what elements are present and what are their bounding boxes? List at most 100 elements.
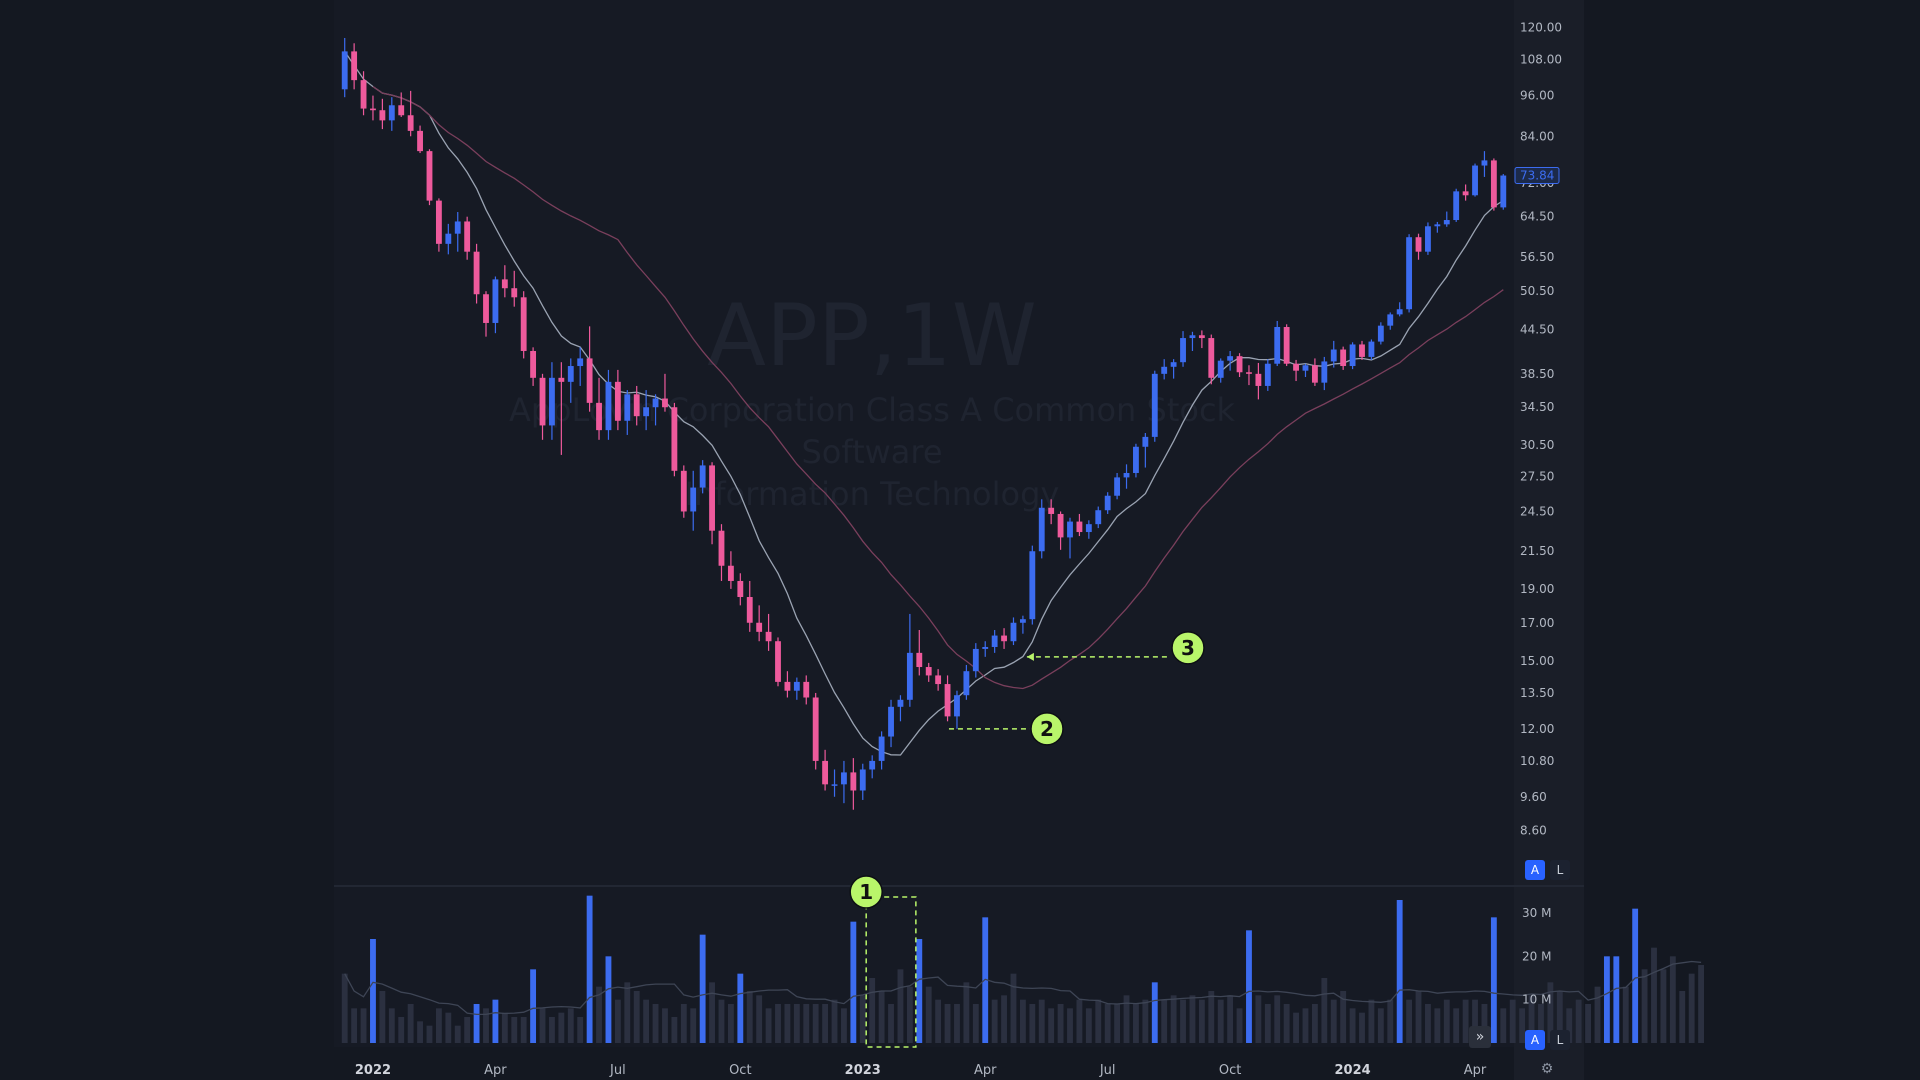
volume-bar <box>1095 999 1102 1043</box>
annotation-1-box <box>865 896 917 1048</box>
candle-body <box>1500 175 1507 208</box>
candle-body <box>1311 365 1318 383</box>
candle-body <box>652 398 659 408</box>
candle-body <box>850 772 857 791</box>
candle-body <box>1085 524 1092 533</box>
candle-body <box>1180 338 1186 363</box>
volume-bar <box>812 1004 819 1043</box>
price-tick-label: 8.60 <box>1520 823 1547 837</box>
candle-body <box>699 465 706 488</box>
volume-bar <box>511 1017 518 1043</box>
candle-body <box>746 597 753 623</box>
time-axis: 2022 Apr Jul Oct 2023 Apr Jul Oct 2024 Apr <box>355 1063 1487 1078</box>
volume-bar <box>1151 982 1158 1043</box>
annotation-3-badge <box>1171 631 1205 665</box>
volume-bar <box>1688 973 1695 1043</box>
volume-bar <box>765 1008 772 1043</box>
auto-scale-button[interactable]: A <box>1525 860 1545 880</box>
candle-body <box>370 108 376 111</box>
candle-body <box>1368 341 1375 357</box>
volume-bar <box>1067 1008 1073 1043</box>
annotation-3-label: 3 <box>1181 636 1195 660</box>
volume-bar <box>1575 999 1582 1043</box>
price-tick-label: 17.00 <box>1520 616 1554 630</box>
volume-bar <box>935 999 942 1043</box>
candle-body <box>991 635 998 647</box>
candle-body <box>1406 237 1413 310</box>
candle-body <box>360 80 367 109</box>
candle-body <box>944 684 951 717</box>
time-tick-label: 2022 <box>355 1063 391 1078</box>
candle-body <box>605 381 612 431</box>
price-tick-label: 84.00 <box>1520 129 1554 143</box>
candle-body <box>1189 335 1196 339</box>
candle-body <box>1349 344 1356 367</box>
volume-bar <box>1321 978 1328 1043</box>
annotation-3-arrowhead <box>1026 652 1034 661</box>
volume-bar <box>1330 999 1337 1043</box>
candle-body <box>1217 360 1224 378</box>
candle-body <box>765 631 772 642</box>
double-chevron-right-icon[interactable]: » <box>1469 1026 1491 1048</box>
volume-bar <box>379 991 386 1043</box>
price-tick-label: 64.50 <box>1520 210 1554 224</box>
watermark-symbol: APP,1W <box>707 286 1037 386</box>
candle-body <box>1076 521 1083 533</box>
candle-body <box>690 487 697 512</box>
candle-body <box>558 377 565 382</box>
price-tick-label: 108.00 <box>1520 53 1562 67</box>
candle-body <box>1198 335 1205 339</box>
volume-bar <box>567 1008 574 1043</box>
candle-body <box>1255 373 1262 386</box>
volume-bar <box>1528 995 1535 1043</box>
volume-bar <box>1387 999 1394 1043</box>
volume-bar <box>351 1008 358 1043</box>
log-scale-button[interactable]: L <box>1550 860 1570 880</box>
volume-bar <box>793 1004 800 1043</box>
candle-body <box>1340 349 1347 367</box>
volume-bar <box>501 1012 508 1043</box>
volume-bar <box>530 969 537 1043</box>
candle-body <box>1396 309 1403 315</box>
volume-bar <box>1161 999 1168 1043</box>
volume-bar <box>925 986 932 1043</box>
candle-body <box>643 407 650 417</box>
volume-bar <box>1622 986 1629 1043</box>
annotations: 1 2 3 <box>849 631 1205 1048</box>
candle-body <box>1001 635 1007 642</box>
time-tick-label: Jul <box>609 1063 626 1078</box>
candle-body <box>972 648 979 672</box>
candle-body <box>501 279 508 289</box>
candle-body <box>549 377 555 426</box>
volume-bar <box>1377 1008 1384 1043</box>
candle-body <box>727 565 734 581</box>
volume-log-scale-button[interactable]: L <box>1550 1030 1570 1050</box>
candle-body <box>756 622 763 632</box>
volume-bar <box>360 1008 367 1043</box>
volume-auto-scale-button[interactable]: A <box>1525 1030 1545 1050</box>
volume-bar <box>1057 1004 1064 1043</box>
annotation-2-label: 2 <box>1040 717 1054 741</box>
volume-bar <box>775 1004 781 1043</box>
volume-bar <box>605 956 612 1043</box>
volume-bar <box>859 995 866 1043</box>
watermark-industry: Information Technology <box>685 475 1060 513</box>
candle-body <box>1019 619 1026 623</box>
volume-bar <box>680 1004 687 1043</box>
candle-body <box>1227 356 1234 361</box>
volume-bar <box>1246 930 1252 1043</box>
candle-body <box>1010 622 1017 642</box>
volume-bar <box>1613 956 1620 1043</box>
volume-bar <box>1698 965 1705 1043</box>
volume-bar <box>1632 908 1639 1043</box>
volume-bar <box>1019 999 1026 1043</box>
volume-bar <box>1425 1004 1431 1043</box>
gear-icon[interactable]: ⚙ <box>1540 1061 1554 1077</box>
volume-bar <box>1359 1012 1365 1043</box>
time-tick-label: 2024 <box>1334 1063 1370 1078</box>
volume-bar <box>1566 1008 1573 1043</box>
candle-body <box>982 646 989 649</box>
volume-bar <box>1048 1008 1055 1043</box>
volume-bar <box>1340 991 1347 1043</box>
